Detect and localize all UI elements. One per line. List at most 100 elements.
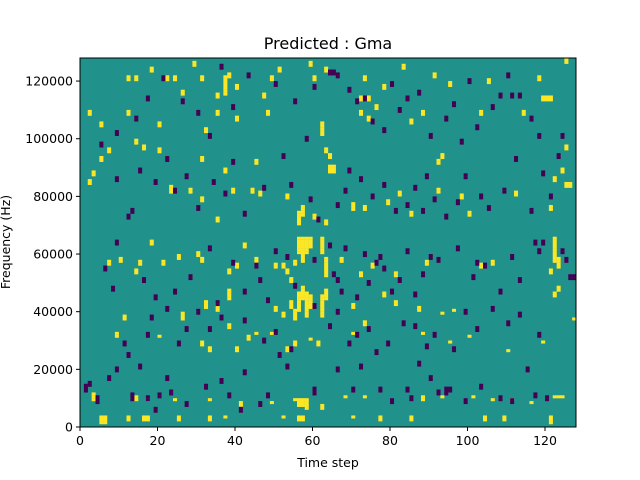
heatmap-cell-positive — [300, 294, 305, 298]
y-tick-label: 20000 — [33, 362, 73, 377]
heatmap-cell-negative — [219, 314, 224, 318]
heatmap-cell-positive — [91, 392, 96, 396]
heatmap-cell-negative — [490, 107, 495, 111]
heatmap-cell-positive — [479, 265, 484, 269]
heatmap-cell-negative — [231, 262, 236, 266]
heatmap-cell-positive — [180, 311, 185, 315]
heatmap-cell-positive — [176, 415, 181, 419]
heatmap-cell-negative — [262, 184, 267, 188]
heatmap-cell-positive — [548, 268, 553, 272]
heatmap-cell-negative — [572, 277, 577, 281]
heatmap-cell-negative — [331, 271, 336, 275]
heatmap-cell-positive — [223, 83, 228, 87]
heatmap-cell-negative — [335, 72, 340, 76]
heatmap-cell-positive — [393, 300, 398, 304]
heatmap-cell-positive — [324, 69, 329, 73]
heatmap-cell-negative — [541, 170, 546, 174]
heatmap-cell-negative — [165, 158, 170, 162]
heatmap-cell-negative — [184, 176, 189, 180]
heatmap-cell-positive — [308, 337, 313, 341]
heatmap-cell-negative — [258, 277, 263, 281]
heatmap-cell-positive — [242, 245, 247, 249]
heatmap-cell-negative — [436, 259, 441, 263]
heatmap-cell-negative — [258, 401, 263, 405]
heatmap-cell-positive — [440, 395, 445, 399]
heatmap-cell-negative — [219, 66, 224, 70]
heatmap-cell-negative — [405, 248, 410, 252]
heatmap-cell-negative — [126, 352, 131, 356]
heatmap-cell-negative — [413, 294, 418, 298]
heatmap-cell-positive — [552, 251, 557, 255]
heatmap-cell-positive — [215, 92, 220, 96]
heatmap-cell-negative — [242, 372, 247, 376]
heatmap-cell-positive — [300, 213, 305, 217]
heatmap-cell-negative — [277, 352, 282, 356]
heatmap-cell-positive — [556, 262, 561, 266]
heatmap-cell-positive — [180, 317, 185, 321]
heatmap-cell-negative — [479, 196, 484, 200]
heatmap-cell-negative — [432, 199, 437, 203]
heatmap-cell-negative — [328, 242, 333, 246]
plot-area — [79, 57, 577, 428]
heatmap-cell-negative — [343, 248, 348, 252]
heatmap-cell-negative — [428, 377, 433, 382]
heatmap-cell-positive — [545, 95, 550, 99]
heatmap-cell-negative — [452, 346, 457, 350]
heatmap-cell-negative — [393, 207, 398, 211]
heatmap-cell-positive — [126, 109, 131, 113]
heatmap-cell-positive — [312, 75, 317, 79]
y-tick-label: 40000 — [33, 304, 73, 319]
heatmap-cell-positive — [285, 271, 290, 275]
heatmap-cell-negative — [262, 337, 267, 341]
heatmap-cell-negative — [312, 86, 317, 90]
heatmap-cell-positive — [227, 288, 232, 292]
heatmap-cell-negative — [258, 279, 263, 284]
heatmap-cell-negative — [417, 89, 422, 93]
heatmap-cell-negative — [293, 101, 298, 105]
heatmap-cell-negative — [463, 176, 468, 180]
heatmap-cell-negative — [444, 389, 449, 393]
heatmap-cell-positive — [165, 75, 170, 79]
heatmap-cell-positive — [308, 297, 313, 301]
heatmap-cell-negative — [463, 398, 468, 402]
heatmap-cell-positive — [231, 187, 236, 191]
heatmap-cell-positive — [107, 262, 112, 266]
heatmap-cell-negative — [498, 398, 503, 402]
heatmap-cell-negative — [130, 398, 135, 402]
heatmap-cell-positive — [87, 181, 92, 185]
heatmap-cell-negative — [413, 291, 418, 295]
heatmap-cell-negative — [498, 288, 503, 292]
heatmap-cell-negative — [417, 92, 422, 96]
heatmap-cell-negative — [556, 156, 561, 160]
heatmap-cell-positive — [328, 164, 333, 168]
heatmap-cell-negative — [382, 265, 387, 269]
heatmap-cell-negative — [142, 279, 147, 284]
heatmap-cell-negative — [382, 268, 387, 272]
y-tick-label: 0 — [65, 420, 73, 435]
heatmap-cell-negative — [207, 245, 212, 249]
heatmap-cell-negative — [254, 265, 259, 269]
heatmap-cell-negative — [448, 389, 453, 393]
heatmap-cell-positive — [215, 308, 220, 312]
heatmap-cell-positive — [235, 262, 240, 266]
heatmap-cell-negative — [347, 89, 352, 93]
heatmap-cell-negative — [308, 196, 313, 200]
heatmap-cell-positive — [200, 78, 205, 82]
heatmap-cell-positive — [548, 205, 553, 209]
heatmap-cell-negative — [293, 282, 298, 286]
heatmap-cell-negative — [83, 386, 88, 390]
heatmap-cell-positive — [246, 334, 251, 338]
heatmap-cell-negative — [169, 389, 174, 393]
heatmap-cell-positive — [122, 317, 127, 321]
heatmap-cell-positive — [378, 418, 383, 422]
heatmap-cell-negative — [339, 288, 344, 292]
heatmap-cell-negative — [452, 101, 457, 105]
heatmap-cell-positive — [490, 398, 495, 402]
heatmap-cell-positive — [227, 72, 232, 76]
heatmap-cell-positive — [548, 418, 553, 422]
heatmap-cell-negative — [277, 354, 282, 358]
heatmap-cell-positive — [134, 138, 139, 142]
heatmap-cell-positive — [304, 236, 309, 240]
heatmap-cell-positive — [331, 170, 336, 174]
